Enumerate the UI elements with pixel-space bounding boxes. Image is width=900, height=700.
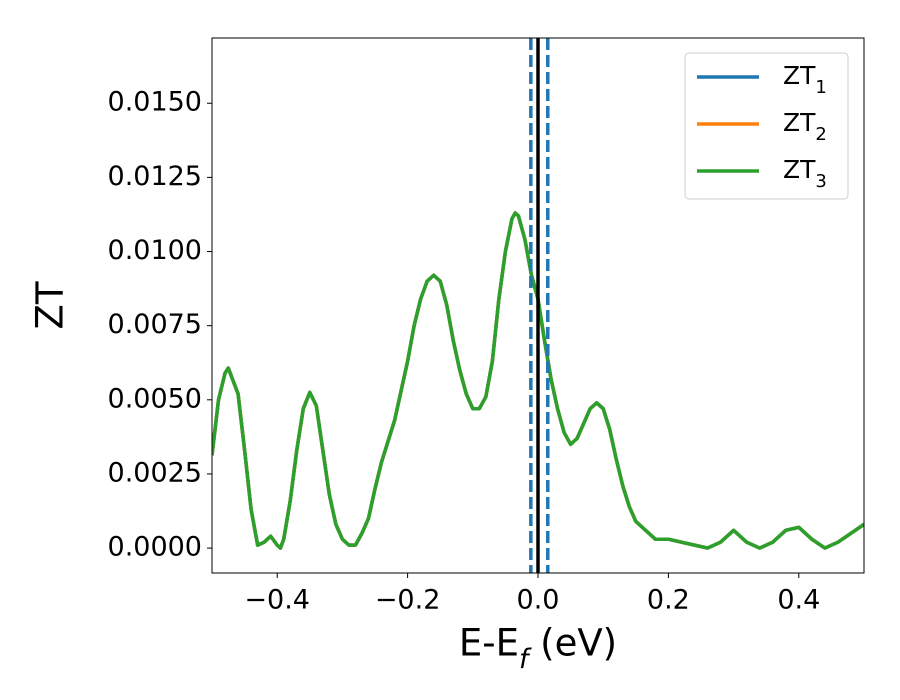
y-tick-label: 0.0075 <box>108 309 202 340</box>
y-tick-label: 0.0150 <box>108 87 202 118</box>
y-tick-label: 0.0100 <box>108 235 202 266</box>
y-tick-label: 0.0025 <box>108 457 202 488</box>
y-tick-label: 0.0125 <box>108 161 202 192</box>
y-tick-label: 0.0050 <box>108 383 202 414</box>
x-tick-label: −0.2 <box>375 585 441 616</box>
y-tick-label: 0.0000 <box>108 532 202 563</box>
y-axis-label: ZT <box>29 281 72 329</box>
x-tick-label: 0.4 <box>777 585 820 616</box>
series-line <box>212 211 864 550</box>
x-tick-label: −0.4 <box>244 585 310 616</box>
plot-area <box>212 38 864 573</box>
legend-box <box>684 52 849 200</box>
x-tick-label: 0.0 <box>517 585 560 616</box>
x-tick-label: 0.2 <box>647 585 690 616</box>
